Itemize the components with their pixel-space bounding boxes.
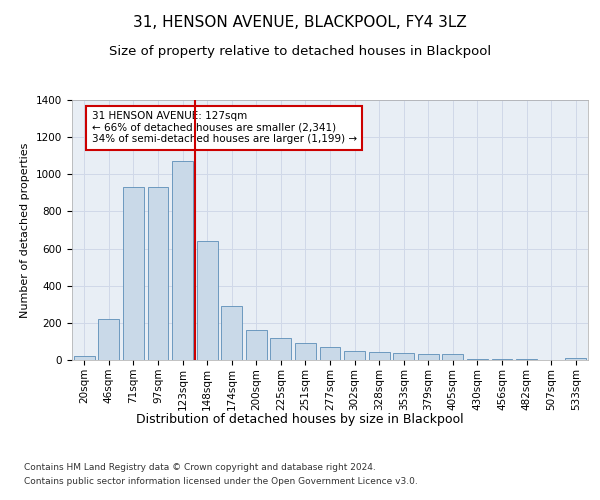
Text: 31 HENSON AVENUE: 127sqm
← 66% of detached houses are smaller (2,341)
34% of sem: 31 HENSON AVENUE: 127sqm ← 66% of detach… (92, 111, 357, 144)
Bar (491, 359, 512, 360)
Y-axis label: Number of detached properties: Number of detached properties (20, 142, 31, 318)
Bar (368, 352, 389, 360)
Bar (221, 306, 242, 360)
Bar (418, 354, 439, 360)
Bar (516, 359, 537, 360)
Bar (197, 241, 218, 360)
Bar (344, 350, 365, 360)
Bar (148, 188, 169, 360)
Text: Distribution of detached houses by size in Blackpool: Distribution of detached houses by size … (136, 412, 464, 426)
Bar (123, 188, 144, 360)
Text: Contains HM Land Registry data © Crown copyright and database right 2024.: Contains HM Land Registry data © Crown c… (24, 462, 376, 471)
Text: Contains public sector information licensed under the Open Government Licence v3: Contains public sector information licen… (24, 478, 418, 486)
Bar (74, 356, 95, 360)
Bar (467, 359, 488, 360)
Bar (295, 344, 316, 360)
Bar (393, 352, 414, 360)
Bar (98, 319, 119, 360)
Text: Size of property relative to detached houses in Blackpool: Size of property relative to detached ho… (109, 45, 491, 58)
Bar (172, 162, 193, 360)
Bar (320, 347, 340, 360)
Text: 31, HENSON AVENUE, BLACKPOOL, FY4 3LZ: 31, HENSON AVENUE, BLACKPOOL, FY4 3LZ (133, 15, 467, 30)
Bar (246, 330, 267, 360)
Bar (271, 338, 292, 360)
Bar (565, 358, 586, 360)
Bar (442, 354, 463, 360)
